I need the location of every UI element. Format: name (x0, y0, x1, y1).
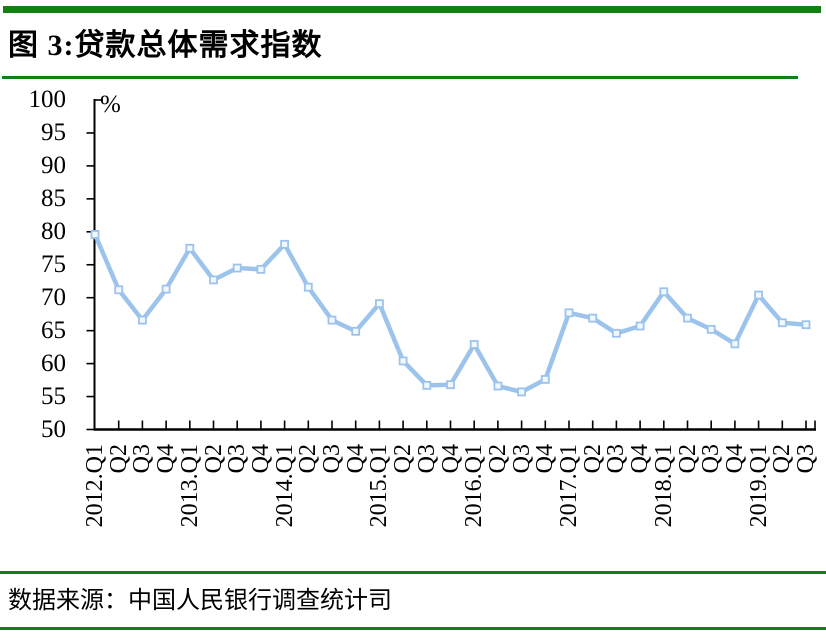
series-line (92, 232, 809, 395)
figure-title: 图 3:贷款总体需求指数 (8, 29, 323, 62)
x-tick-label: Q3 (793, 443, 819, 473)
y-axis-unit-label: % (100, 91, 121, 118)
data-point-marker (327, 315, 337, 325)
data-point-marker (517, 387, 526, 397)
bottom-divider (0, 627, 826, 630)
x-tick-label: Q4 (342, 443, 369, 473)
plot-area (86, 99, 816, 431)
x-tick-label: Q4 (153, 443, 180, 473)
data-point-marker (469, 340, 479, 349)
data-point-marker (374, 299, 384, 309)
x-tick-label: Q4 (437, 443, 464, 473)
x-tick-label: 2016.Q1 (461, 443, 488, 527)
x-tick-label: 2019.Q1 (745, 443, 772, 527)
data-point-marker (493, 381, 503, 391)
x-tick-label: 2018.Q1 (650, 443, 677, 527)
data-point-marker (612, 328, 621, 338)
loan-demand-line-chart: % 50 55 60 65 70 75 80 85 90 95 100 2012.Q1 Q2 Q3 Q4 2… (0, 85, 826, 571)
x-tick-label: Q2 (769, 443, 796, 473)
x-tick-label: Q3 (413, 443, 440, 473)
x-tick-label: Q3 (319, 443, 345, 473)
data-point-marker (137, 315, 147, 325)
x-tick-label: Q3 (603, 443, 630, 473)
y-tick-label: 95 (41, 118, 66, 146)
data-point-marker (422, 380, 432, 390)
y-tick-label: 65 (41, 316, 66, 344)
x-tick-label: Q2 (579, 443, 606, 473)
x-tick-label: 2013.Q1 (176, 443, 203, 527)
data-point-marker (90, 230, 100, 239)
x-tick-label: Q2 (674, 443, 701, 473)
data-point-marker (540, 375, 550, 384)
y-tick-label: 60 (41, 349, 66, 377)
y-tick-label: 90 (41, 151, 66, 179)
data-point-marker (351, 326, 361, 336)
title-underline-divider (2, 76, 798, 79)
x-tick-label: Q4 (721, 443, 748, 473)
x-tick-label: 2017.Q1 (556, 443, 582, 527)
y-tick-label: 55 (41, 382, 66, 410)
data-point-marker (209, 275, 218, 285)
x-tick-label: Q2 (200, 443, 227, 473)
data-point-marker (114, 285, 124, 295)
data-point-marker (185, 243, 195, 253)
x-tick-label: 2014.Q1 (271, 443, 298, 527)
data-source-note: 数据来源：中国人民银行调查统计司 (8, 588, 392, 614)
data-point-marker (232, 263, 242, 273)
x-tick-label: 2012.Q1 (82, 443, 108, 527)
x-tick-label: Q2 (390, 443, 417, 473)
x-tick-label: Q4 (247, 443, 274, 473)
data-point-marker (588, 313, 598, 323)
x-tick-label: Q2 (295, 443, 322, 473)
data-point-marker (659, 287, 669, 297)
data-point-marker (801, 320, 811, 330)
x-tick-label: Q2 (484, 443, 511, 473)
data-point-marker (754, 290, 763, 300)
x-tick-label: Q4 (627, 443, 654, 473)
y-tick-label: 80 (41, 217, 66, 245)
y-tick-label: 50 (41, 415, 66, 443)
data-point-marker (161, 284, 171, 294)
data-point-marker (683, 313, 692, 323)
data-point-marker (280, 239, 290, 249)
x-tick-label: Q3 (698, 443, 725, 473)
x-tick-label: Q3 (508, 443, 535, 473)
y-tick-label: 70 (41, 283, 66, 311)
x-tick-label: Q3 (224, 443, 251, 473)
data-point-marker (730, 339, 740, 349)
data-point-marker (777, 318, 787, 328)
x-tick-label: Q2 (105, 443, 132, 473)
y-tick-label: 75 (41, 250, 66, 278)
top-divider (3, 6, 821, 13)
data-point-marker (398, 356, 408, 366)
data-point-marker (706, 324, 716, 334)
x-tick-label: Q3 (129, 443, 156, 473)
data-point-marker (635, 321, 645, 331)
data-point-marker (446, 380, 455, 390)
x-tick-label: 2015.Q1 (366, 443, 393, 527)
data-point-marker (256, 264, 266, 274)
footer-top-divider (0, 571, 826, 574)
data-point-marker (564, 308, 574, 318)
y-tick-label: 85 (41, 184, 66, 212)
data-point-marker (303, 282, 313, 292)
x-tick-label: Q4 (532, 443, 559, 473)
y-tick-label: 100 (28, 86, 67, 113)
